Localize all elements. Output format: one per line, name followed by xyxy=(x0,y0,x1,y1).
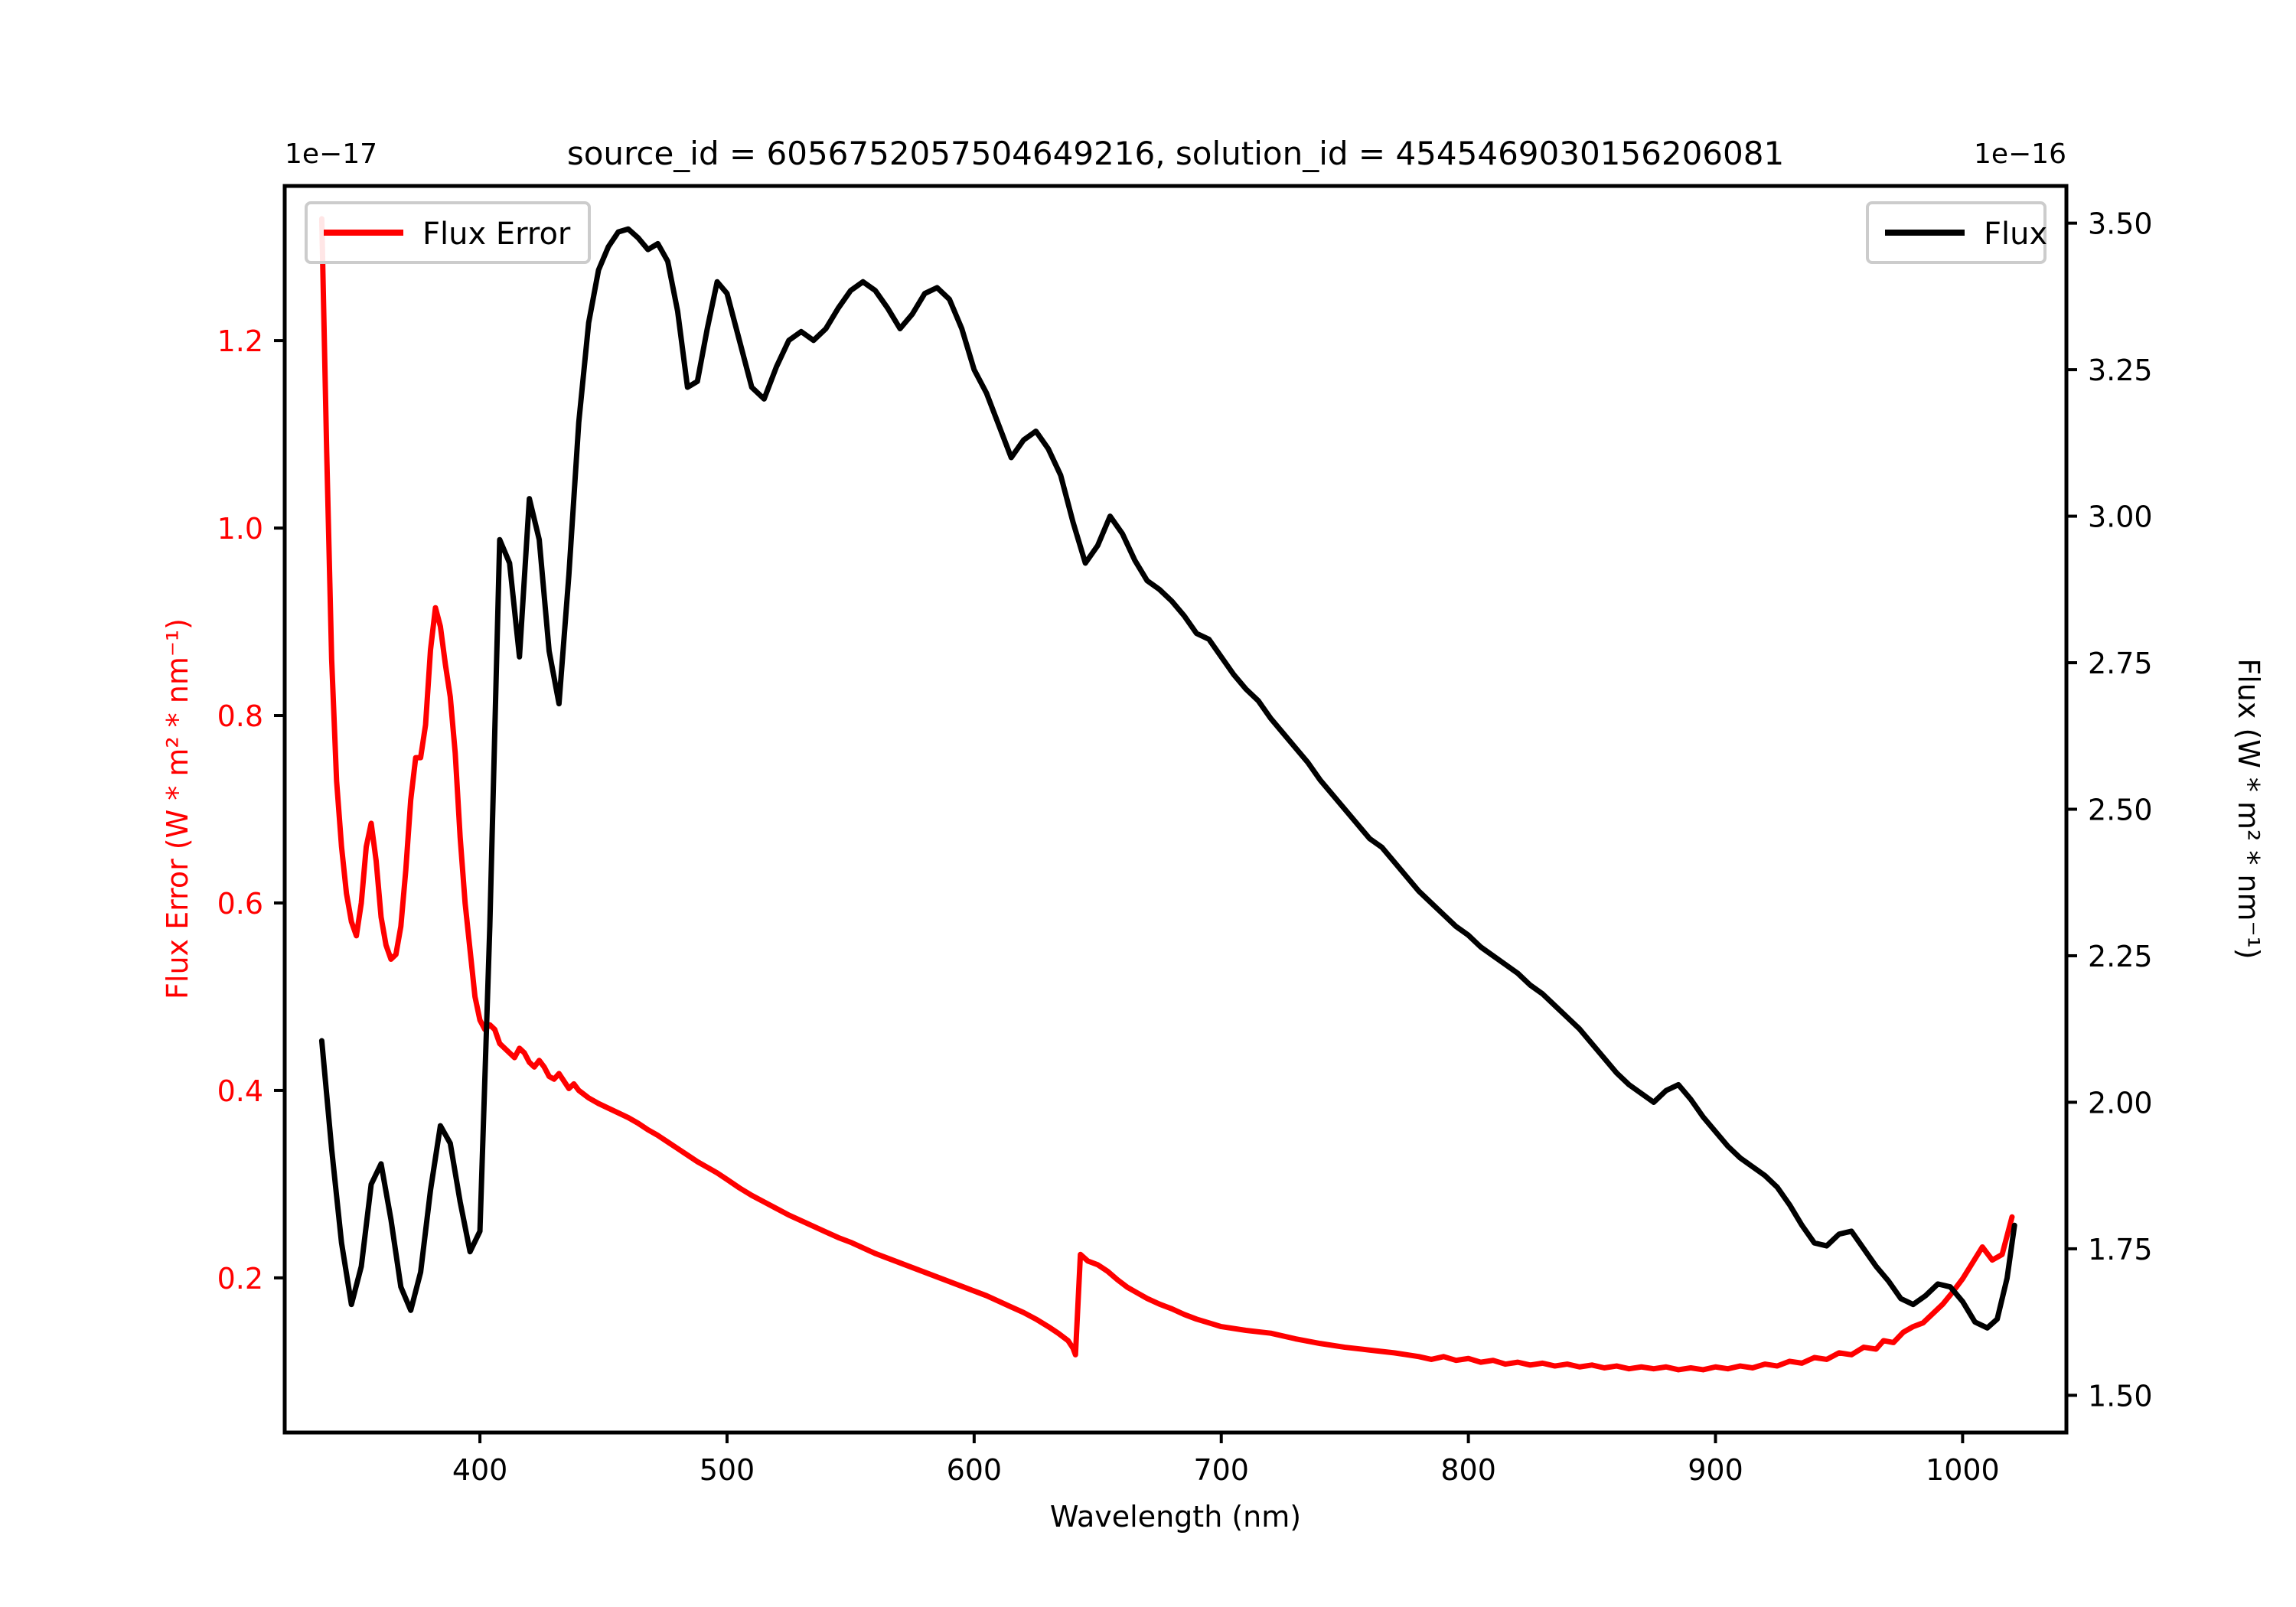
right-y-tick-label: 3.50 xyxy=(2088,207,2153,241)
x-tick-label: 1000 xyxy=(1926,1453,2000,1487)
data-series-group xyxy=(318,216,2017,1373)
left-y-tick-label: 0.8 xyxy=(217,699,263,733)
series-line-flux-error xyxy=(318,216,2015,1373)
right-y-tick-label: 2.25 xyxy=(2088,940,2153,973)
right-axis-offset-label: 1e−16 xyxy=(1974,139,2066,170)
legend-flux-error[interactable]: Flux Error xyxy=(305,201,591,264)
left-y-tick-label: 0.4 xyxy=(217,1074,263,1108)
legend-flux[interactable]: Flux xyxy=(1866,201,2047,264)
series-line-flux xyxy=(318,226,2017,1331)
right-y-tick-label: 3.25 xyxy=(2088,354,2153,387)
right-y-tick-label: 3.00 xyxy=(2088,500,2153,534)
right-y-tick-label: 2.50 xyxy=(2088,794,2153,827)
x-axis-ticks: 400 500 600 700 800 900 1000 xyxy=(452,1433,2000,1487)
left-y-tick-label: 1.2 xyxy=(217,324,263,358)
x-tick-label: 500 xyxy=(700,1453,755,1487)
right-axis-ticks: 1.50 1.75 2.00 2.25 2.50 2.75 3.00 3.25 3.50 xyxy=(2066,207,2153,1413)
x-tick-label: 900 xyxy=(1688,1453,1743,1487)
left-axis-ticks: 0.2 0.4 0.6 0.8 1.0 1.2 xyxy=(217,324,285,1296)
x-tick-label: 800 xyxy=(1440,1453,1496,1487)
legend-flux-error-label: Flux Error xyxy=(422,217,571,252)
right-y-tick-label: 2.75 xyxy=(2088,647,2153,680)
left-y-tick-label: 0.6 xyxy=(217,887,263,921)
left-y-tick-label: 1.0 xyxy=(217,512,263,546)
axes-frame xyxy=(282,184,2069,1435)
legend-flux-label: Flux xyxy=(1984,217,2047,252)
chart-title: source_id = 6056752057504649216, solutio… xyxy=(567,135,1784,172)
right-y-tick-label: 1.50 xyxy=(2088,1379,2153,1413)
x-axis-title: Wavelength (nm) xyxy=(1050,1500,1301,1534)
left-axis-offset-label: 1e−17 xyxy=(285,139,377,170)
x-tick-label: 700 xyxy=(1193,1453,1249,1487)
right-axis-title: Flux (W * m² * nm⁻¹) xyxy=(2232,658,2265,959)
left-axis-title: Flux Error (W * m² * nm⁻¹) xyxy=(161,618,194,999)
left-y-tick-label: 0.2 xyxy=(217,1262,263,1296)
legend-flux-error-box xyxy=(305,201,591,264)
x-tick-label: 600 xyxy=(947,1453,1003,1487)
x-tick-label: 400 xyxy=(452,1453,508,1487)
right-y-tick-label: 1.75 xyxy=(2088,1233,2153,1266)
right-y-tick-label: 2.00 xyxy=(2088,1086,2153,1120)
